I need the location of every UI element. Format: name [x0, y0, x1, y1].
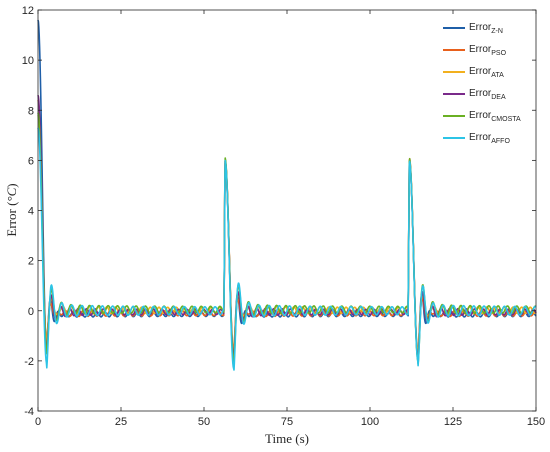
- x-axis: 0 25 50 75 100 125 150: [35, 10, 545, 428]
- legend-entry: ErrorAFFO: [469, 132, 510, 145]
- series-line-cmosta: [37, 112, 537, 365]
- x-tick-label: 50: [198, 416, 210, 428]
- legend-entry-prefix: Error: [469, 22, 492, 33]
- x-tick-label: 150: [527, 416, 545, 428]
- y-axis: -4 -2 0 2 4 6 8 10 12: [22, 5, 536, 418]
- x-tick-label: 100: [361, 416, 379, 428]
- y-tick-label: -4: [24, 406, 34, 418]
- legend-entry-prefix: Error: [469, 88, 492, 99]
- y-tick-label: 10: [22, 55, 34, 67]
- y-tick-label: -2: [24, 356, 34, 368]
- legend-entry: ErrorDEA: [469, 88, 506, 101]
- legend-entry-subscript: AFFO: [491, 138, 510, 145]
- legend-entry: ErrorPSO: [469, 44, 507, 57]
- y-axis-label-unit: °C: [4, 187, 19, 201]
- legend-entry-subscript: ATA: [491, 72, 504, 79]
- y-tick-label: 0: [28, 306, 34, 318]
- y-tick-label: 6: [28, 155, 34, 167]
- legend-entry: ErrorZ-N: [469, 22, 503, 35]
- legend-entry: ErrorCMOSTA: [469, 110, 521, 123]
- legend-box: [437, 16, 532, 158]
- x-tick-label: 75: [281, 416, 293, 428]
- y-tick-label: 2: [28, 256, 34, 268]
- legend-entry-prefix: Error: [469, 110, 492, 121]
- legend: ErrorZ-NErrorPSOErrorATAErrorDEAErrorCMO…: [437, 16, 532, 158]
- legend-entry-subscript: DEA: [491, 94, 506, 101]
- y-axis-label-main: Error (: [4, 202, 19, 237]
- legend-entry-subscript: CMOSTA: [491, 116, 521, 123]
- legend-entry-prefix: Error: [469, 44, 492, 55]
- legend-entry-prefix: Error: [469, 132, 492, 143]
- x-tick-label: 125: [444, 416, 462, 428]
- series-line-affo: [37, 127, 537, 371]
- y-tick-label: 4: [28, 206, 34, 218]
- series-layer: [37, 19, 537, 371]
- legend-entry-subscript: Z-N: [491, 28, 503, 35]
- y-axis-label-close: ): [4, 183, 19, 187]
- x-tick-label: 25: [115, 416, 127, 428]
- y-tick-label: 12: [22, 5, 34, 17]
- x-tick-label: 0: [35, 416, 41, 428]
- x-axis-label: Time (s): [265, 431, 309, 446]
- legend-entry: ErrorATA: [469, 66, 504, 79]
- legend-entry-prefix: Error: [469, 66, 492, 77]
- y-tick-label: 8: [28, 105, 34, 117]
- legend-entry-subscript: PSO: [491, 50, 506, 57]
- y-axis-label: Error (°C): [4, 183, 19, 236]
